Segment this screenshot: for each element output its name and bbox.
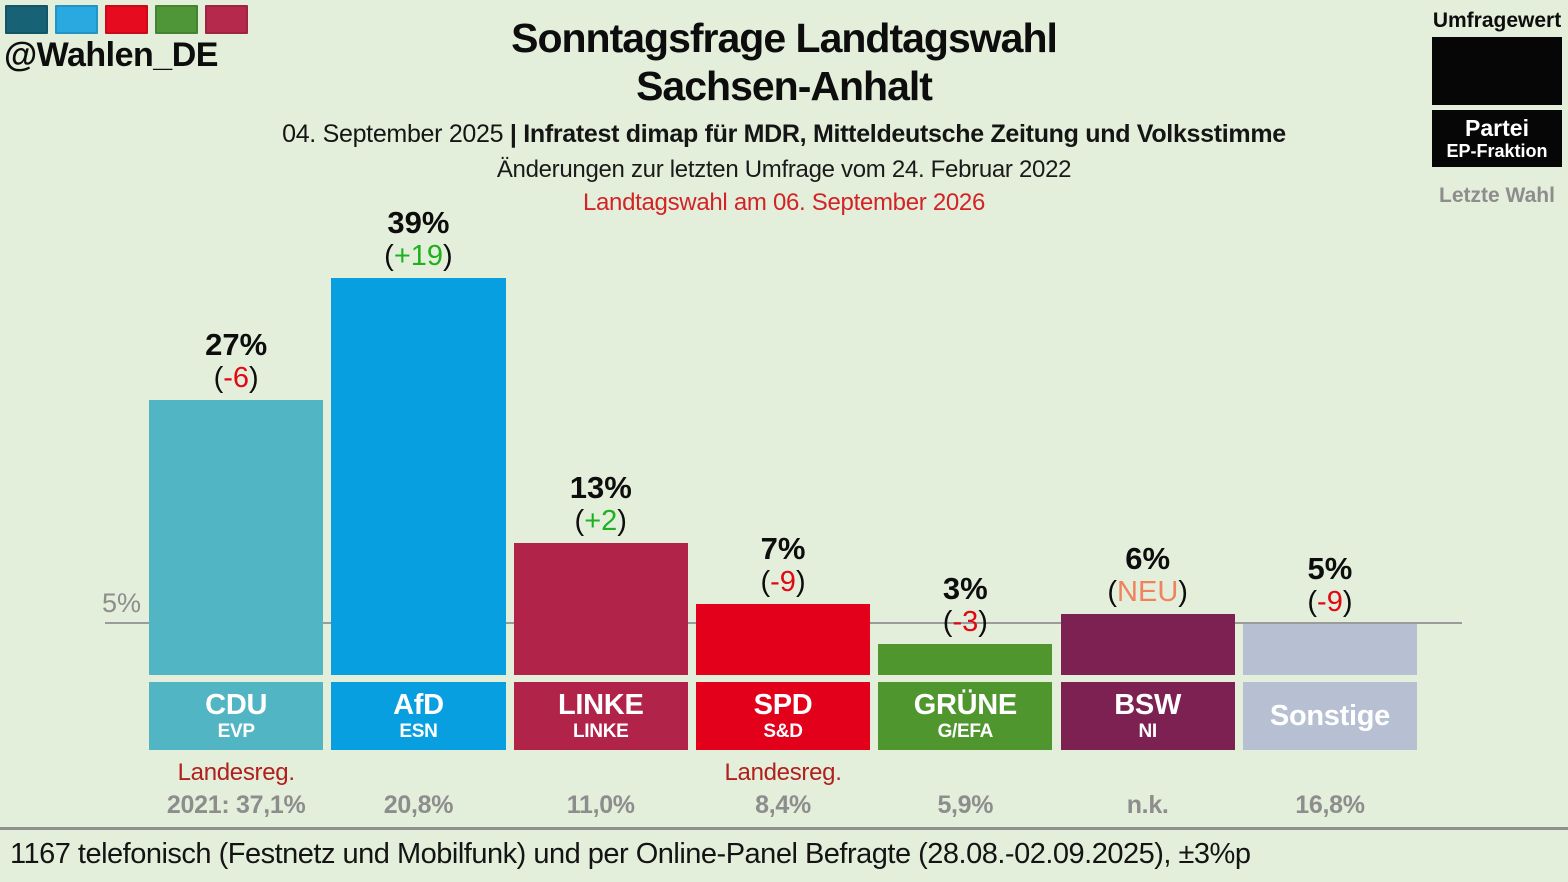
logo-square	[205, 5, 248, 34]
last-election-result-grüne: 5,9%	[937, 791, 994, 819]
change-value: +19	[393, 240, 444, 273]
legend-umfragewert-label: Umfragewert	[1432, 9, 1562, 32]
footer-divider	[0, 827, 1568, 830]
bar-afd	[331, 278, 506, 675]
change-label-sonstige: (-9)	[1307, 586, 1353, 619]
last-election-result-linke: 11,0%	[566, 791, 635, 819]
change-label-afd: (+19)	[384, 240, 453, 273]
page-title: Sonntagsfrage Landtagswahl Sachsen-Anhal…	[0, 14, 1568, 110]
legend-letzte-wahl-label: Letzte Wahl	[1439, 184, 1555, 207]
change-label-spd: (-9)	[760, 565, 806, 598]
party-ep-fraction: EVP	[217, 720, 255, 742]
bar-cdu	[149, 400, 324, 675]
party-box-grüne: GRÜNE G/EFA	[878, 682, 1053, 750]
party-name: BSW	[1114, 688, 1182, 721]
change-label-grüne: (-3)	[942, 606, 988, 639]
subtitle-date-source: 04. September 2025 | Infratest dimap für…	[0, 120, 1568, 149]
change-value: +2	[584, 504, 618, 537]
party-ep-fraction: ESN	[399, 720, 438, 742]
bar-sonstige	[1242, 624, 1418, 675]
party-ep-fraction: LINKE	[572, 720, 629, 742]
party-box-cdu: CDU EVP	[149, 682, 324, 750]
party-name: GRÜNE	[913, 688, 1018, 721]
subtitle-election-note: Landtagswahl am 06. September 2026	[582, 189, 986, 216]
change-value: -9	[1317, 586, 1343, 619]
legend-bar-swatch	[1432, 37, 1562, 105]
logo-square	[5, 5, 48, 34]
value-label-grüne: 3%	[942, 571, 988, 607]
title-line-2: Sachsen-Anhalt	[636, 63, 933, 109]
party-name: AfD	[393, 688, 444, 721]
bar-linke	[513, 542, 688, 675]
party-name: SPD	[753, 688, 813, 721]
value-label-spd: 7%	[760, 530, 806, 566]
party-box-bsw: BSW NI	[1060, 682, 1235, 750]
value-label-afd: 39%	[387, 205, 450, 241]
title-line-1: Sonntagsfrage Landtagswahl	[511, 15, 1058, 61]
party-ep-fraction: S&D	[763, 720, 803, 742]
twitter-handle: @Wahlen_DE	[4, 36, 218, 74]
party-box-sonstige: Sonstige	[1242, 682, 1418, 750]
poll-source: | Infratest dimap für MDR, Mitteldeutsch…	[509, 120, 1286, 148]
party-box-afd: AfD ESN	[331, 682, 506, 750]
party-ep-fraction: G/EFA	[937, 720, 994, 742]
bar-grüne	[878, 644, 1053, 675]
legend-party-swatch: Partei EP-Fraktion	[1432, 110, 1562, 167]
last-election-result-cdu: 2021: 37,1%	[166, 791, 306, 819]
change-label-linke: (+2)	[574, 504, 627, 537]
last-election-result-afd: 20,8%	[383, 791, 454, 819]
party-name: Sonstige	[1269, 699, 1390, 732]
party-name: LINKE	[557, 688, 644, 721]
change-value: -3	[952, 606, 979, 639]
change-value: -6	[223, 362, 250, 395]
change-value: NEU	[1117, 575, 1179, 608]
party-box-linke: LINKE LINKE	[513, 682, 688, 750]
logo-square	[155, 5, 198, 34]
last-election-result-spd: 8,4%	[755, 791, 811, 819]
change-label-bsw: (NEU)	[1107, 575, 1188, 608]
five-percent-threshold-label: 5%	[102, 588, 142, 618]
government-note-cdu: Landesreg.	[177, 759, 295, 786]
legend-partei-label: Partei	[1465, 115, 1529, 141]
value-label-linke: 13%	[569, 469, 632, 505]
logo-square	[55, 5, 98, 34]
party-ep-fraction: NI	[1138, 720, 1157, 742]
last-election-result-sonstige: 16,8%	[1295, 791, 1365, 819]
logo-square	[105, 5, 148, 34]
change-value: -9	[770, 565, 796, 598]
subtitle-change-note: Änderungen zur letzten Umfrage vom 24. F…	[496, 156, 1072, 183]
value-label-sonstige: 5%	[1307, 551, 1353, 587]
methodology-note: 1167 telefonisch (Festnetz und Mobilfunk…	[10, 838, 1251, 870]
party-name: CDU	[205, 688, 268, 721]
poll-date: 04. September 2025	[282, 120, 510, 148]
bar-bsw	[1060, 613, 1235, 675]
party-box-spd: SPD S&D	[695, 682, 871, 750]
last-election-result-bsw: n.k.	[1126, 791, 1169, 819]
bar-spd	[695, 603, 871, 675]
change-label-cdu: (-6)	[213, 362, 259, 395]
government-note-spd: Landesreg.	[724, 759, 842, 786]
value-label-bsw: 6%	[1125, 540, 1171, 576]
value-label-cdu: 27%	[205, 327, 268, 363]
legend-ep-fraktion-label: EP-Fraktion	[1446, 141, 1548, 161]
